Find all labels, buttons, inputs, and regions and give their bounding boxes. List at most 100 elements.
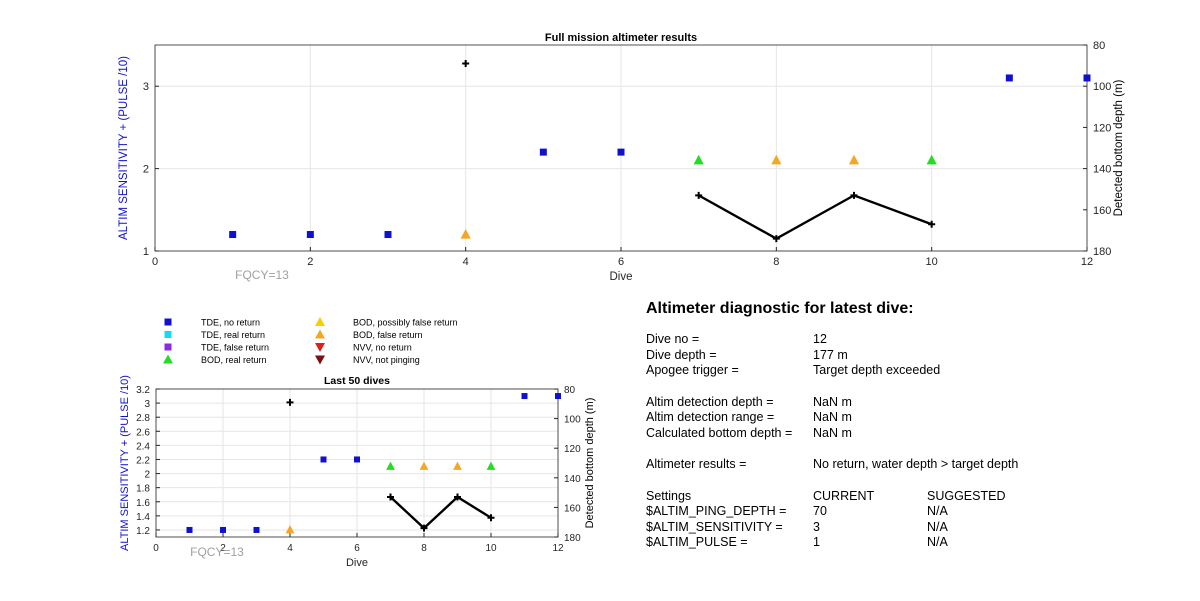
detection-depth-value: NaN m: [813, 394, 852, 409]
dive-depth-value: 177 m: [813, 347, 848, 362]
depth-point: [772, 235, 780, 243]
x-tick-label: 8: [421, 543, 427, 554]
fqcy-annotation: FQCY=13: [190, 545, 244, 559]
y-left-tick-label: 3: [144, 399, 150, 410]
bod-marker: [460, 228, 471, 239]
depth-point: [387, 493, 394, 501]
tde-marker: [253, 526, 260, 533]
legend-label: BOD, real return: [201, 355, 267, 365]
legend-triangle-up-icon: [163, 354, 173, 364]
depth-point: [462, 60, 470, 68]
x-tick-label: 12: [552, 543, 564, 554]
fqcy-annotation: FQCY=13: [235, 268, 289, 282]
dive-depth-row: Dive depth = 177 m: [646, 348, 1186, 364]
bod-marker: [386, 461, 395, 470]
y-right-tick-label: 120: [1093, 122, 1111, 134]
legend-entry: BOD, false return: [315, 329, 423, 340]
detection-depth-label: Altim detection depth =: [646, 394, 774, 409]
y-right-tick-label: 140: [1093, 164, 1111, 176]
x-axis-label: Dive: [609, 271, 632, 283]
legend-square-icon: [164, 343, 172, 351]
x-tick-label: 8: [773, 256, 779, 268]
legend-entry: NVV, no return: [315, 343, 412, 353]
chart-legend: TDE, no return TDE, real return TDE, false…: [163, 317, 458, 365]
legend-label: TDE, real return: [201, 330, 265, 340]
y-right-tick-label: 180: [564, 533, 581, 544]
legend-entry: TDE, false return: [164, 343, 269, 353]
depth-point: [850, 191, 858, 199]
x-tick-label: 6: [618, 256, 624, 268]
setting-row: $ALTIM_PING_DEPTH = 70 N/A: [646, 504, 1186, 520]
x-tick-label: 4: [287, 543, 293, 554]
tde-marker: [320, 456, 327, 463]
x-tick-label: 10: [485, 543, 497, 554]
setting-suggested: N/A: [927, 519, 948, 534]
setting-row: $ALTIM_SENSITIVITY = 3 N/A: [646, 520, 1186, 536]
apogee-value: Target depth exceeded: [813, 363, 941, 377]
bod-marker: [453, 461, 462, 470]
y-right-axis-label: Detected bottom depth (m): [584, 398, 596, 529]
y-right-tick-label: 140: [564, 474, 581, 485]
legend-entry: TDE, no return: [164, 318, 260, 328]
y-right-tick-label: 80: [564, 385, 576, 396]
legend-triangle-up-icon: [315, 317, 325, 326]
y-left-tick-label: 1.4: [136, 512, 150, 523]
y-left-tick-label: 2.2: [136, 455, 150, 466]
x-tick-label: 4: [463, 256, 469, 268]
settings-header-row: Settings CURRENT SUGGESTED: [646, 489, 1186, 505]
dive-no-row: Dive no = 12: [646, 332, 1186, 348]
chart-title: Full mission altimeter results: [545, 32, 697, 44]
setting-name: $ALTIM_PULSE =: [646, 535, 748, 549]
depth-point: [286, 398, 294, 406]
x-axis-label: Dive: [346, 557, 368, 569]
tde-marker: [1005, 74, 1013, 82]
calculated-depth-label: Calculated bottom depth =: [646, 425, 793, 440]
setting-current: 70: [813, 504, 827, 518]
results-row: Altimeter results = No return, water dep…: [646, 457, 1186, 473]
setting-current: 3: [813, 519, 820, 534]
y-right-tick-label: 80: [1093, 40, 1105, 52]
tde-marker: [220, 526, 226, 533]
depth-point: [695, 191, 703, 199]
x-tick-label: 2: [307, 256, 313, 268]
calculated-depth-value: NaN m: [813, 425, 852, 440]
legend-triangle-down-icon: [315, 355, 325, 365]
legend-entry: TDE, real return: [164, 330, 265, 340]
legend-entry: NVV, not pinging: [315, 355, 420, 365]
x-tick-label: 6: [354, 543, 360, 554]
legend-label: TDE, no return: [201, 318, 260, 328]
x-tick-label: 12: [1081, 256, 1093, 268]
results-label: Altimeter results =: [646, 457, 747, 471]
tde-marker: [186, 526, 193, 533]
legend-triangle-up-icon: [315, 329, 325, 339]
y-left-tick-label: 3: [143, 81, 149, 93]
x-tick-label: 0: [153, 543, 159, 554]
suggested-header: SUGGESTED: [927, 488, 1006, 503]
y-right-tick-label: 160: [1093, 205, 1111, 217]
depth-point: [928, 220, 936, 228]
legend-label: BOD, false return: [353, 330, 423, 340]
bod-marker: [285, 525, 295, 534]
tde-marker: [617, 148, 625, 156]
y-right-tick-label: 100: [1093, 81, 1111, 93]
legend-square-icon: [164, 331, 172, 338]
y-left-tick-label: 3.2: [136, 385, 150, 396]
tde-marker: [521, 393, 528, 400]
y-left-tick-label: 1.6: [136, 498, 150, 509]
y-right-axis-label: Detected bottom depth (m): [1113, 79, 1125, 216]
legend-label: TDE, false return: [201, 343, 269, 353]
setting-suggested: N/A: [927, 504, 948, 518]
current-header: CURRENT: [813, 488, 875, 503]
detection-range-label: Altim detection range =: [646, 410, 775, 424]
setting-name: $ALTIM_SENSITIVITY =: [646, 519, 783, 534]
legend-label: BOD, possibly false return: [353, 318, 458, 328]
setting-name: $ALTIM_PING_DEPTH =: [646, 504, 787, 518]
x-tick-label: 0: [152, 256, 158, 268]
y-left-tick-label: 2.6: [136, 427, 150, 438]
apogee-row: Apogee trigger = Target depth exceeded: [646, 363, 1186, 379]
altimeter-diagnostic-panel: Altimeter diagnostic for latest dive: Di…: [646, 300, 1186, 551]
results-value: No return, water depth > target depth: [813, 457, 1019, 471]
setting-current: 1: [813, 535, 820, 549]
